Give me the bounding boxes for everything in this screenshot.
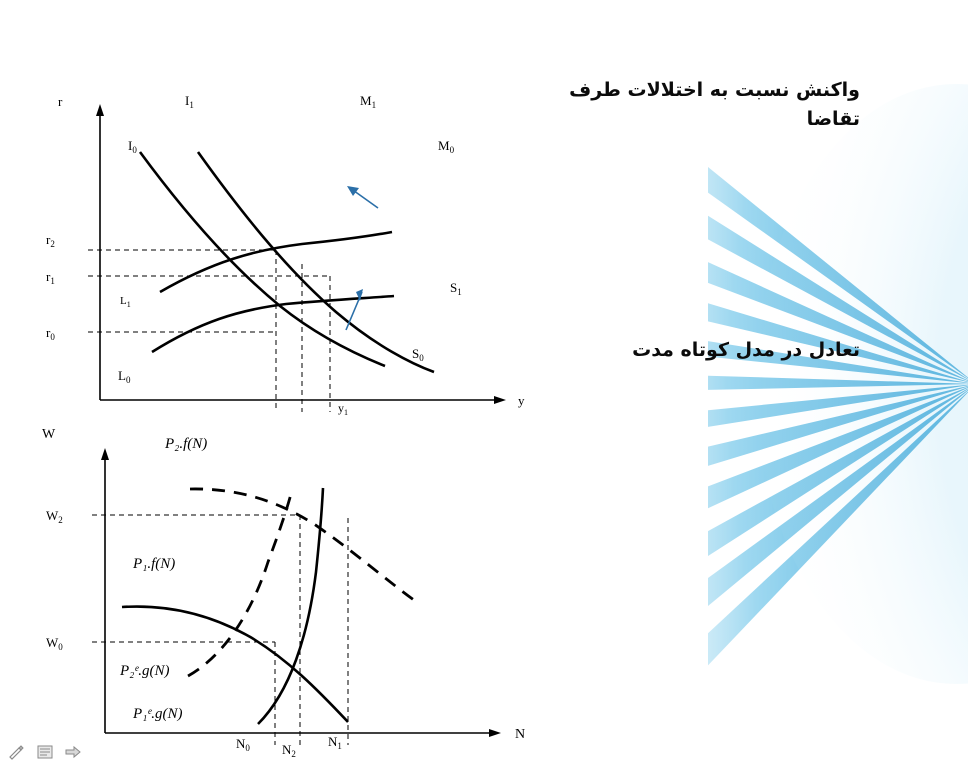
tick-y1-sub: 1 — [344, 408, 348, 417]
labour-supply-dashed — [187, 489, 294, 678]
tick-W2-sub: 2 — [58, 515, 63, 525]
page-title: واکنش نسبت به اختلالات طرف تقاضا — [569, 79, 860, 131]
lm-curves — [151, 230, 395, 354]
label-P1fN: P₁.f(N) — [132, 556, 175, 572]
label-I0: I — [128, 138, 132, 153]
label-S0-sub: 0 — [419, 353, 424, 363]
page-subtitle: تعادل در مدل کوتاه مدت — [632, 339, 860, 361]
label-S0: S — [412, 346, 419, 361]
tick-N1-sub: 1 — [337, 741, 342, 751]
svg-text:W2: W2 — [46, 508, 63, 525]
labour-demand-solid — [121, 605, 349, 723]
top-chart-axes — [96, 104, 506, 404]
tick-r1: r — [46, 269, 51, 284]
bottom-x-axis-label: N — [515, 727, 525, 742]
is-lm-chart: r y I1 I0 M1 M0 S1 S0 L1 L0 r2 r1 r0 y1 — [46, 93, 525, 417]
bottom-chart-axes — [101, 448, 501, 737]
slideshow-toolbar[interactable] — [8, 742, 118, 762]
bottom-tick-labels: W2 W0 N0 N2 N1 — [46, 508, 342, 759]
svg-text:I1: I1 — [185, 93, 194, 110]
tick-N1: N — [328, 734, 338, 749]
svg-text:y1: y1 — [338, 401, 348, 417]
top-curve-labels: I1 I0 M1 M0 S1 S0 L1 L0 — [118, 93, 462, 385]
label-I1: I — [185, 93, 189, 108]
label-L1-sub: 1 — [127, 300, 131, 309]
svg-text:N2: N2 — [282, 742, 296, 759]
tick-W0: W — [46, 635, 59, 650]
tick-N2: N — [282, 742, 292, 757]
label-L0-sub: 0 — [126, 375, 131, 385]
tick-r2-sub: 2 — [50, 239, 55, 249]
tick-N2-sub: 2 — [291, 749, 296, 759]
svg-text:M0: M0 — [438, 138, 455, 155]
label-L0: L — [118, 368, 126, 383]
label-M1-sub: 1 — [372, 100, 377, 110]
pen-icon[interactable] — [8, 744, 26, 760]
label-M0-sub: 0 — [450, 145, 455, 155]
tick-y1: y — [338, 401, 344, 415]
svg-text:r2: r2 — [46, 232, 55, 249]
next-slide-icon[interactable] — [64, 744, 82, 760]
labour-supply-solid — [257, 487, 325, 725]
top-x-axis-label: y — [518, 393, 525, 408]
tick-N0-sub: 0 — [245, 743, 250, 753]
label-P1egN: P₁ᵉ.g(N) — [132, 706, 183, 722]
label-I1-sub: 1 — [189, 100, 194, 110]
svg-text:L0: L0 — [118, 368, 131, 385]
top-tick-labels: r2 r1 r0 y1 — [46, 232, 348, 417]
bottom-y-axis-label: W — [42, 427, 56, 442]
label-M1: M — [360, 93, 372, 108]
tick-r0: r — [46, 325, 51, 340]
svg-text:I0: I0 — [128, 138, 137, 155]
svg-text:L1: L1 — [120, 295, 131, 309]
svg-text:S0: S0 — [412, 346, 424, 363]
svg-text:N1: N1 — [328, 734, 342, 751]
tick-W2: W — [46, 508, 59, 523]
labor-market-chart: W N P₂.f(N) P₁.f(N) P₂ᵉ.g(N) P₁ᵉ.g(N) W2… — [42, 427, 525, 759]
label-P2fN: P₂.f(N) — [164, 436, 207, 452]
shift-arrows — [345, 186, 379, 331]
label-L1: L — [120, 295, 127, 307]
svg-text:W0: W0 — [46, 635, 63, 652]
svg-text:r0: r0 — [46, 325, 55, 342]
svg-text:N0: N0 — [236, 736, 250, 753]
label-S1-sub: 1 — [457, 287, 462, 297]
bottom-curve-labels: P₂.f(N) P₁.f(N) P₂ᵉ.g(N) P₁ᵉ.g(N) — [119, 436, 207, 722]
tick-W0-sub: 0 — [58, 642, 63, 652]
svg-text:S1: S1 — [450, 280, 462, 297]
label-I0-sub: 0 — [132, 145, 137, 155]
top-y-axis-label: r — [58, 94, 63, 109]
bottom-chart-guides — [92, 514, 349, 745]
label-P2egN: P₂ᵉ.g(N) — [119, 663, 170, 679]
tick-r0-sub: 0 — [50, 332, 55, 342]
svg-text:r1: r1 — [46, 269, 55, 286]
labour-demand-dashed — [189, 487, 419, 605]
notes-icon[interactable] — [36, 744, 54, 760]
is-curves — [138, 151, 435, 374]
tick-r2: r — [46, 232, 51, 247]
label-M0: M — [438, 138, 450, 153]
top-chart-guides — [88, 249, 331, 412]
tick-r1-sub: 1 — [50, 276, 55, 286]
label-S1: S — [450, 280, 457, 295]
svg-text:M1: M1 — [360, 93, 376, 110]
tick-N0: N — [236, 736, 246, 751]
